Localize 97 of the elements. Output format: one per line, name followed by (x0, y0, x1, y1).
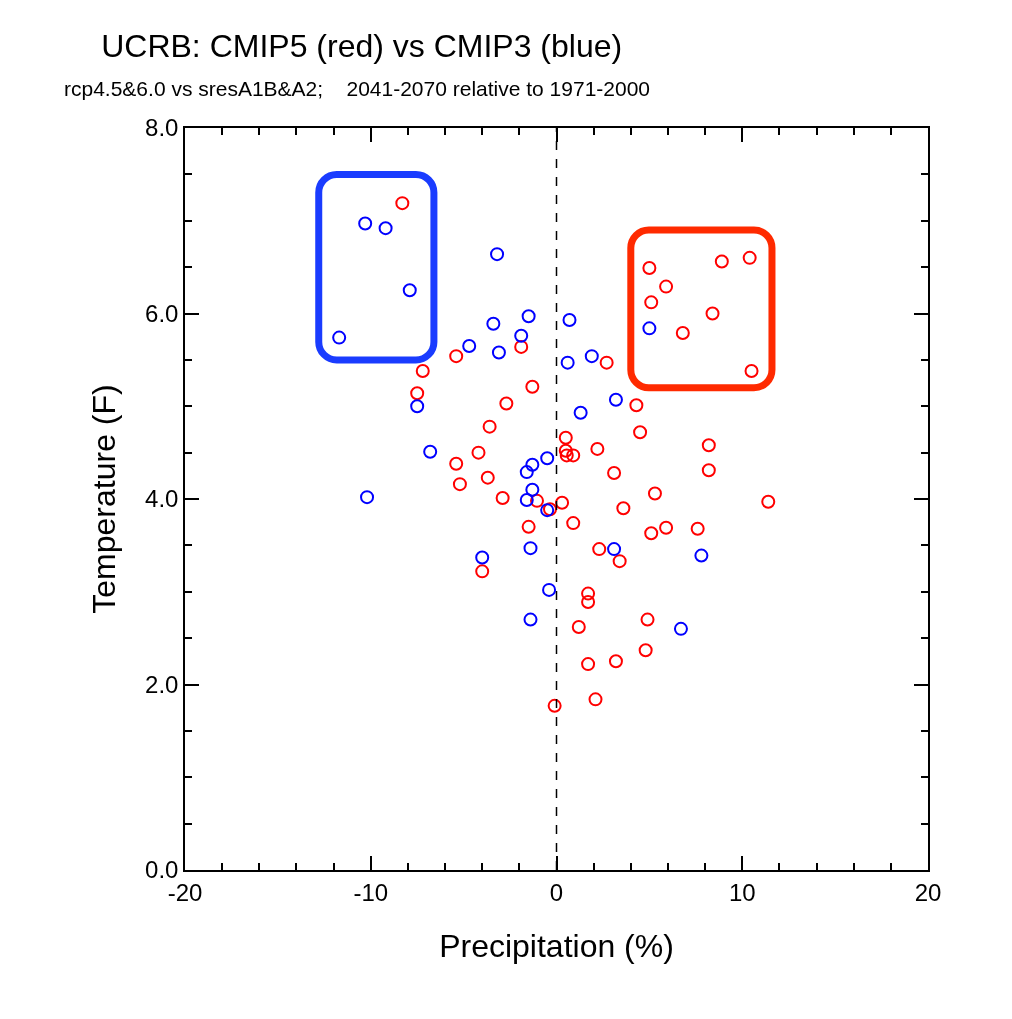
point (332, 330, 347, 345)
point (560, 355, 575, 370)
x-tick-label: 0 (549, 878, 564, 906)
point (616, 501, 631, 516)
point (562, 312, 577, 327)
point (607, 466, 622, 481)
point (360, 490, 375, 505)
point (633, 425, 648, 440)
point (701, 463, 716, 478)
point (644, 295, 659, 310)
point (410, 399, 425, 414)
point (449, 456, 464, 471)
point (523, 612, 538, 627)
point (607, 542, 622, 557)
point (701, 438, 716, 453)
point (358, 216, 373, 231)
point (644, 526, 659, 541)
point (640, 612, 655, 627)
point (514, 328, 529, 343)
point (521, 309, 536, 324)
x-axis-title: Precipitation (%) (439, 927, 674, 964)
point (395, 196, 410, 211)
y-tick-label: 6.0 (145, 299, 179, 327)
point (659, 279, 674, 294)
point (499, 396, 514, 411)
point (558, 443, 573, 458)
point (592, 542, 607, 557)
point (521, 519, 536, 534)
point (599, 355, 614, 370)
y-tick-label: 8.0 (145, 114, 179, 142)
x-tick-label: -10 (353, 878, 389, 906)
point (581, 586, 596, 601)
point (642, 321, 657, 336)
point (566, 516, 581, 531)
point (694, 548, 709, 563)
point (547, 698, 562, 713)
point (402, 283, 417, 298)
point (491, 345, 506, 360)
point (675, 325, 690, 340)
point (452, 477, 467, 492)
point (584, 349, 599, 364)
point (449, 349, 464, 364)
point (714, 254, 729, 269)
point (525, 457, 540, 472)
point (540, 451, 555, 466)
point (378, 221, 393, 236)
point (490, 247, 505, 262)
point (573, 405, 588, 420)
point (742, 250, 757, 265)
y-tick-label: 4.0 (145, 485, 179, 513)
point (642, 261, 657, 276)
point (581, 657, 596, 672)
point (471, 445, 486, 460)
point (514, 339, 529, 354)
point (571, 620, 586, 634)
point (608, 654, 623, 669)
point (482, 419, 497, 434)
point (638, 643, 653, 658)
point (673, 621, 688, 636)
point (410, 386, 425, 401)
point (423, 444, 438, 459)
point (530, 493, 544, 508)
y-axis-title: Temperature (F) (85, 384, 122, 614)
point (475, 564, 490, 579)
point (566, 448, 581, 463)
point (659, 520, 674, 535)
point (581, 594, 596, 609)
point (629, 398, 644, 413)
point (495, 491, 510, 506)
point (690, 521, 705, 536)
point (590, 441, 605, 456)
point (588, 692, 603, 707)
point (608, 392, 623, 407)
point (519, 465, 534, 480)
y-tick-label: 2.0 (145, 670, 179, 698)
point (761, 494, 776, 509)
point (523, 541, 538, 556)
point (415, 364, 430, 378)
x-tick-label: 10 (728, 878, 756, 906)
point (647, 486, 662, 501)
point (519, 492, 534, 507)
point (525, 482, 540, 497)
point (486, 316, 501, 331)
point (558, 430, 573, 445)
chart-subtitle: rcp4.5&6.0 vs sresA1B&A2; 2041-2070 relative to 1971-2000 (64, 77, 651, 100)
point (559, 448, 574, 463)
point (475, 550, 490, 565)
point (542, 582, 557, 597)
point (744, 364, 759, 378)
chart-title: UCRB: CMIP5 (red) vs CMIP3 (blue) (101, 28, 623, 65)
point (480, 470, 495, 485)
point (525, 379, 540, 394)
point (555, 495, 570, 510)
point (462, 338, 477, 353)
x-tick-label: 20 (914, 878, 942, 906)
point (612, 554, 627, 569)
point (705, 306, 720, 321)
